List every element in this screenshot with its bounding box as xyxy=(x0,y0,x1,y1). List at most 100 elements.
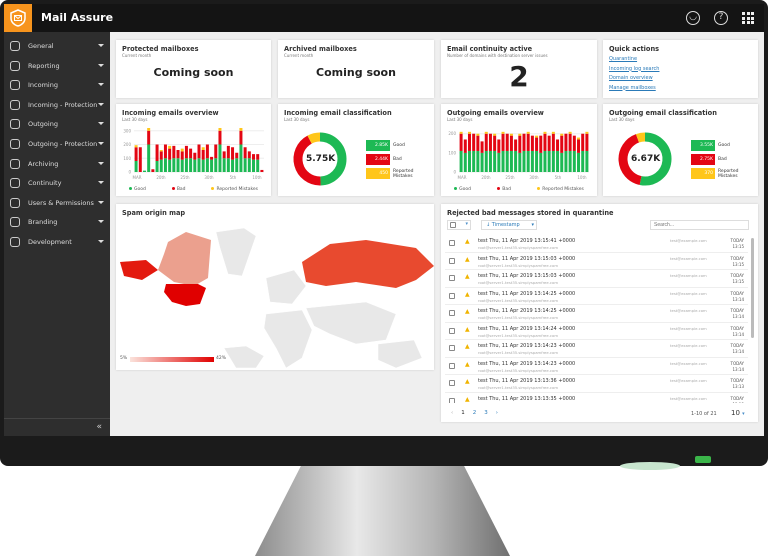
sidebar-item-development[interactable]: Development xyxy=(4,233,110,251)
bar-reported-mistakes xyxy=(526,131,530,134)
row-checkbox[interactable] xyxy=(449,292,455,299)
world-map[interactable] xyxy=(116,218,434,368)
per-page-select[interactable]: 10 ▾ xyxy=(731,409,745,417)
bar-reported-mistakes xyxy=(476,133,480,136)
help-icon[interactable]: ? xyxy=(714,11,728,25)
warning-icon: ▲ xyxy=(465,360,470,368)
mail-assure-logo[interactable] xyxy=(4,4,32,32)
chart-title: Incoming emails overview xyxy=(122,109,219,117)
caret-down-icon xyxy=(98,44,104,47)
quarantine-row[interactable]: ▲ test Thu, 11 Apr 2019 13:13:36 +0000 r… xyxy=(445,375,748,393)
bar-bad xyxy=(256,154,260,160)
domain-overview-link[interactable]: Domain overview xyxy=(609,75,653,81)
quarantine-link[interactable]: Quarantine xyxy=(609,56,638,62)
collapse-sidebar-button[interactable]: « xyxy=(4,418,110,436)
row-checkbox[interactable] xyxy=(449,240,455,246)
message-time: TODAY 13:14 xyxy=(730,325,744,337)
mail-in-icon xyxy=(10,80,20,91)
bar-bad xyxy=(556,139,560,151)
y-tick-label: 100 xyxy=(123,156,131,161)
select-all-checkbox[interactable]: ▾ xyxy=(447,220,471,230)
quarantine-row[interactable]: ▲ test Thu, 11 Apr 2019 13:15:41 +0000 r… xyxy=(445,235,748,253)
monitor-frame: Mail Assure ◡ ? « General Reporting Incomi… xyxy=(0,0,768,466)
next-page-button[interactable]: › xyxy=(495,410,498,416)
bar-good xyxy=(543,150,547,172)
row-checkbox[interactable] xyxy=(449,327,455,334)
bar-good xyxy=(243,158,247,172)
row-checkbox[interactable] xyxy=(449,257,455,264)
message-sender: root@server1.test35.simplyspamfree.com xyxy=(478,385,559,390)
spam-origin-map-card: Spam origin map 5% 42% xyxy=(116,204,434,370)
quarantine-row[interactable]: ▲ test Thu, 11 Apr 2019 13:14:24 +0000 r… xyxy=(445,323,748,340)
sort-timestamp-button[interactable]: ↓ Timestamp ▾ xyxy=(481,220,537,230)
quarantine-row[interactable]: ▲ test Thu, 11 Apr 2019 13:15:03 +0000 r… xyxy=(445,270,748,288)
bar-bad xyxy=(585,133,589,151)
quarantine-row[interactable]: ▲ test Thu, 11 Apr 2019 13:14:25 +0000 r… xyxy=(445,305,748,323)
bar-bad xyxy=(151,169,155,172)
prev-page-button[interactable]: ‹ xyxy=(451,410,454,416)
warning-icon: ▲ xyxy=(465,343,470,350)
quarantine-row[interactable]: ▲ test Thu, 11 Apr 2019 13:14:23 +0000 r… xyxy=(445,358,748,375)
sidebar-item-outgoing[interactable]: Outgoing xyxy=(4,115,110,133)
message-sender: root@server1.test35.simplyspamfree.com xyxy=(478,280,559,285)
quarantine-row[interactable]: ▲ test Thu, 11 Apr 2019 13:13:35 +0000 r… xyxy=(445,393,748,403)
legend-bad: 2.44K Bad xyxy=(366,154,402,165)
bar-bad xyxy=(218,130,222,145)
quarantine-row[interactable]: ▲ test Thu, 11 Apr 2019 13:14:25 +0000 r… xyxy=(445,288,748,305)
row-checkbox[interactable] xyxy=(449,362,455,369)
message-subject: test Thu, 11 Apr 2019 13:14:23 +0000 xyxy=(478,360,576,367)
bar-good xyxy=(226,158,230,172)
user-profile-icon[interactable]: ◡ xyxy=(686,11,700,25)
search-input[interactable] xyxy=(650,220,749,230)
quarantine-row[interactable]: ▲ test Thu, 11 Apr 2019 13:15:03 +0000 r… xyxy=(445,253,748,270)
message-subject: test Thu, 11 Apr 2019 13:14:23 +0000 xyxy=(478,343,576,349)
sidebar-item-reporting[interactable]: Reporting xyxy=(4,57,110,75)
row-checkbox[interactable] xyxy=(449,345,455,351)
sidebar-item-incoming[interactable]: Incoming xyxy=(4,76,110,94)
bar-reported-mistakes xyxy=(168,145,172,149)
quarantine-row[interactable]: ▲ test Thu, 11 Apr 2019 13:14:23 +0000 r… xyxy=(445,340,748,358)
sidebar-item-continuity[interactable]: Continuity xyxy=(4,174,110,192)
bar-good xyxy=(218,144,222,172)
pagination: ‹ 1 2 3 › xyxy=(451,410,498,416)
bar-bad xyxy=(138,147,142,172)
sidebar-item-label: Users & Permissions xyxy=(28,198,94,207)
bar-reported-mistakes xyxy=(201,147,205,150)
incoming-log-search-link[interactable]: Incoming log search xyxy=(609,65,660,72)
row-checkbox[interactable] xyxy=(449,310,455,316)
sidebar-item-general[interactable]: General xyxy=(4,37,110,55)
row-checkbox[interactable] xyxy=(449,397,455,403)
bar-good xyxy=(551,150,555,172)
chart-subtitle: Last 30 days xyxy=(284,117,310,122)
row-checkbox[interactable] xyxy=(449,275,455,281)
y-tick-label: 0 xyxy=(128,170,131,175)
legend-max: 42% xyxy=(216,356,227,361)
bar-good xyxy=(168,159,172,172)
bar-good xyxy=(247,158,251,172)
row-checkbox[interactable] xyxy=(449,380,455,386)
manage-mailboxes-link[interactable]: Manage mailboxes xyxy=(609,84,656,91)
page-1[interactable]: 1 xyxy=(461,410,465,416)
card-title: Protected mailboxes xyxy=(122,45,199,53)
bar-good xyxy=(472,150,476,172)
sidebar-item-users-permissions[interactable]: Users & Permissions xyxy=(4,194,110,212)
bar-bad xyxy=(247,151,251,159)
bar-bad xyxy=(581,133,585,151)
page-3[interactable]: 3 xyxy=(484,410,488,416)
sidebar-item-outgoing-protection[interactable]: Outgoing - Protection xyxy=(4,135,110,153)
quarantine-title: Rejected bad messages stored in quaranti… xyxy=(447,209,614,217)
slice-bad xyxy=(293,135,321,186)
page-2[interactable]: 2 xyxy=(472,410,477,416)
globe-icon xyxy=(10,41,20,51)
bar-bad xyxy=(509,135,513,151)
sidebar-item-incoming-protection[interactable]: Incoming - Protection xyxy=(4,96,110,114)
tag-icon xyxy=(10,217,20,228)
x-tick-label: 20th xyxy=(156,175,166,180)
y-tick-label: 100 xyxy=(448,150,456,155)
slice-reported-mistakes xyxy=(635,132,646,143)
warning-icon: ▲ xyxy=(465,395,470,403)
app-grid-icon[interactable] xyxy=(742,12,754,24)
scrollbar[interactable] xyxy=(751,238,754,338)
sidebar-item-branding[interactable]: Branding xyxy=(4,213,110,231)
sidebar-item-archiving[interactable]: Archiving xyxy=(4,155,110,173)
